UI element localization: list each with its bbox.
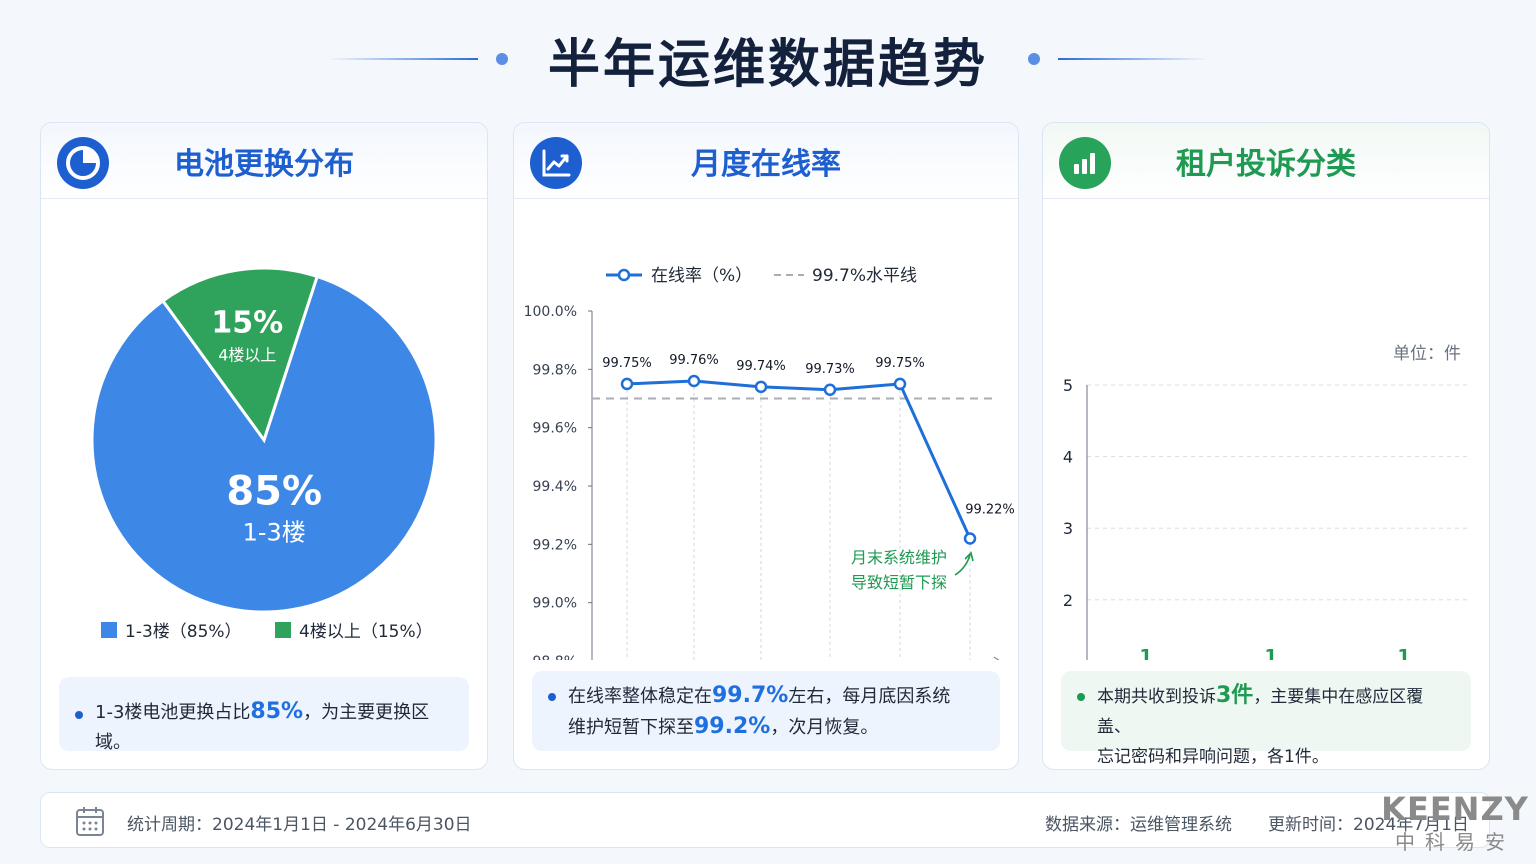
pie-slice-percent-1: 85% xyxy=(226,469,322,515)
brand-subtitle: 中科易安 xyxy=(1395,830,1515,854)
online-summary-note: 在线率整体稳定在99.7%左右，每月底因系统 维护短暂下探至99.2%，次月恢复… xyxy=(532,671,1000,751)
pie-legend-swatch-1 xyxy=(101,621,117,638)
complaints-bar-chart: 单位：件0123451感应区覆盖1忘记密码1异响 xyxy=(1063,344,1469,660)
y-tick-label: 99.8% xyxy=(533,362,577,378)
y-tick-label: 4 xyxy=(1063,448,1073,467)
complaints-card: 租户投诉分类 单位：件0123451感应区覆盖1忘记密码1异响 本期共收到投诉3… xyxy=(1042,122,1490,770)
legend-marker-series xyxy=(617,268,631,282)
title-dot-left xyxy=(495,53,508,65)
data-label-3: 99.74% xyxy=(736,359,786,374)
battery-card-title: 电池更换分布 xyxy=(174,146,354,182)
footer-updated: 更新时间：2024年7月1日 xyxy=(1268,815,1469,835)
x-axis-arrow xyxy=(993,656,1000,660)
online-note-suffix-1: 左右，每月底因系统 xyxy=(788,686,951,707)
online-note-suffix-2: ，次月恢复。 xyxy=(770,717,879,738)
data-label-2: 99.76% xyxy=(669,353,719,368)
data-point-5 xyxy=(893,377,907,391)
pie-legend-item-2: 4楼以上（15%） xyxy=(275,617,433,642)
y-tick-label: 98.8% xyxy=(533,654,577,660)
data-point-2 xyxy=(687,374,701,388)
pie-slice-1 xyxy=(90,274,438,614)
online-note-highlight-2: 99.2% xyxy=(694,714,771,739)
footer-period: 统计周期：2024年1月1日 - 2024年6月30日 xyxy=(127,815,472,835)
data-label-4: 99.73% xyxy=(805,362,855,377)
data-label-1: 99.75% xyxy=(602,356,652,371)
data-point-4 xyxy=(823,383,837,396)
battery-pie-chart: 85% 1-3楼 15% 4楼以上 xyxy=(90,266,438,614)
battery-summary-note: 1-3楼电池更换占比85%，为主要更换区域。 xyxy=(59,677,469,753)
data-label-5: 99.75% xyxy=(875,356,925,371)
annotation-line-2: 导致短暂下探 xyxy=(851,573,947,592)
online-rate-card: 月度在线率 在线率（%） 99.7%水平线 98.8% 99.0% 99.2% 99.4%… xyxy=(513,122,1019,770)
battery-note-highlight: 85% xyxy=(250,699,304,724)
title-row: 半年运维数据趋势 xyxy=(0,22,1536,96)
data-point-6 xyxy=(963,532,977,545)
complaints-note-suffix-1: ，主要集中在感应区覆盖、 xyxy=(1097,687,1424,737)
pie-legend-label-2: 4楼以上（15%） xyxy=(299,622,433,642)
bar-value-label: 1 xyxy=(1264,645,1277,660)
pie-legend-label-1: 1-3楼（85%） xyxy=(125,622,242,642)
series-line xyxy=(626,379,972,540)
complaints-note-line-2: 忘记密码和异响问题，各1件。 xyxy=(1097,747,1329,767)
footer-source: 数据来源：运维管理系统 xyxy=(1045,815,1232,835)
battery-note-text: 1-3楼电池更换占比 xyxy=(95,702,251,723)
y-tick-label: 99.6% xyxy=(533,421,577,437)
online-line-chart: 在线率（%） 99.7%水平线 98.8% 99.0% 99.2% 99.4% 99.6% 9… xyxy=(524,266,1015,660)
complaints-summary-note: 本期共收到投诉3件，主要集中在感应区覆盖、 忘记密码和异响问题，各1件。 xyxy=(1061,671,1471,767)
complaints-note-text-1: 本期共收到投诉 xyxy=(1097,687,1216,707)
calendar-icon xyxy=(76,807,104,836)
online-card-title: 月度在线率 xyxy=(691,146,841,182)
battery-card: 电池更换分布 85% 1-3楼 15% 4楼以上 1-3楼（85%） 4楼以上（15%… xyxy=(40,122,488,770)
line-chart-icon xyxy=(530,137,582,189)
online-note-text-1: 在线率整体稳定在 xyxy=(568,686,712,707)
data-point-1 xyxy=(620,377,634,391)
pie-slice-label-2: 4楼以上 xyxy=(218,346,276,365)
battery-card-header: 电池更换分布 xyxy=(41,123,487,199)
pie-slice-2 xyxy=(160,266,320,444)
complaints-card-header: 租户投诉分类 xyxy=(1043,123,1489,199)
y-tick-label: 99.4% xyxy=(533,479,577,495)
annotation-line-1: 月末系统维护 xyxy=(851,548,947,567)
y-tick-label: 3 xyxy=(1063,519,1073,538)
unit-label: 单位：件 xyxy=(1393,344,1461,364)
legend-label-series: 在线率（%） xyxy=(651,266,752,286)
data-point-3 xyxy=(754,380,768,394)
pie-slice-percent-2: 15% xyxy=(211,306,283,341)
pie-slice-label-1: 1-3楼 xyxy=(243,519,306,547)
online-note-text-2: 维护短暂下探至 xyxy=(568,717,694,738)
title-divider-right xyxy=(1058,58,1208,60)
y-tick-label: 5 xyxy=(1063,376,1073,395)
note-bullet xyxy=(548,693,556,701)
data-label-6: 99.22% xyxy=(965,503,1015,518)
online-note-highlight-1: 99.7% xyxy=(712,683,789,708)
pie-chart-icon xyxy=(57,137,109,189)
brand-name: KEENZY xyxy=(1381,790,1529,828)
note-bullet xyxy=(75,711,83,719)
pie-legend-item-1: 1-3楼（85%） xyxy=(101,617,242,642)
battery-note-suffix: ，为主要更换区域。 xyxy=(95,702,430,753)
online-card-header: 月度在线率 xyxy=(514,123,1018,199)
page-title: 半年运维数据趋势 xyxy=(547,34,988,95)
title-dot-right xyxy=(1028,53,1040,65)
legend-label-reference: 99.7%水平线 xyxy=(812,266,917,286)
complaints-note-line-1: 本期共收到投诉3件，主要集中在感应区覆盖、 xyxy=(1097,681,1453,742)
brand-watermark: KEENZY 中科易安 xyxy=(1380,790,1530,855)
annotation-arrow xyxy=(954,554,971,576)
note-bullet xyxy=(1077,693,1085,701)
online-note-line-2: 维护短暂下探至99.2%，次月恢复。 xyxy=(568,712,982,743)
complaints-card-title: 租户投诉分类 xyxy=(1176,146,1356,182)
pie-legend-swatch-2 xyxy=(275,621,291,638)
y-tick-label: 100.0% xyxy=(524,304,577,320)
y-tick-label: 2 xyxy=(1063,591,1073,610)
y-tick-label: 99.2% xyxy=(533,537,577,553)
title-divider-left xyxy=(327,58,478,60)
bar-chart-icon xyxy=(1059,137,1111,189)
online-note-line-1: 在线率整体稳定在99.7%左右，每月底因系统 xyxy=(568,681,982,712)
bar-value-label: 1 xyxy=(1397,645,1410,660)
y-tick-label: 99.0% xyxy=(533,596,577,612)
bar-value-label: 1 xyxy=(1139,645,1152,660)
annotation-arrow-head xyxy=(964,551,974,562)
complaints-note-highlight: 3件 xyxy=(1216,683,1254,708)
footer-bar: 统计周期：2024年1月1日 - 2024年6月30日 数据来源：运维管理系统 … xyxy=(40,792,1490,848)
